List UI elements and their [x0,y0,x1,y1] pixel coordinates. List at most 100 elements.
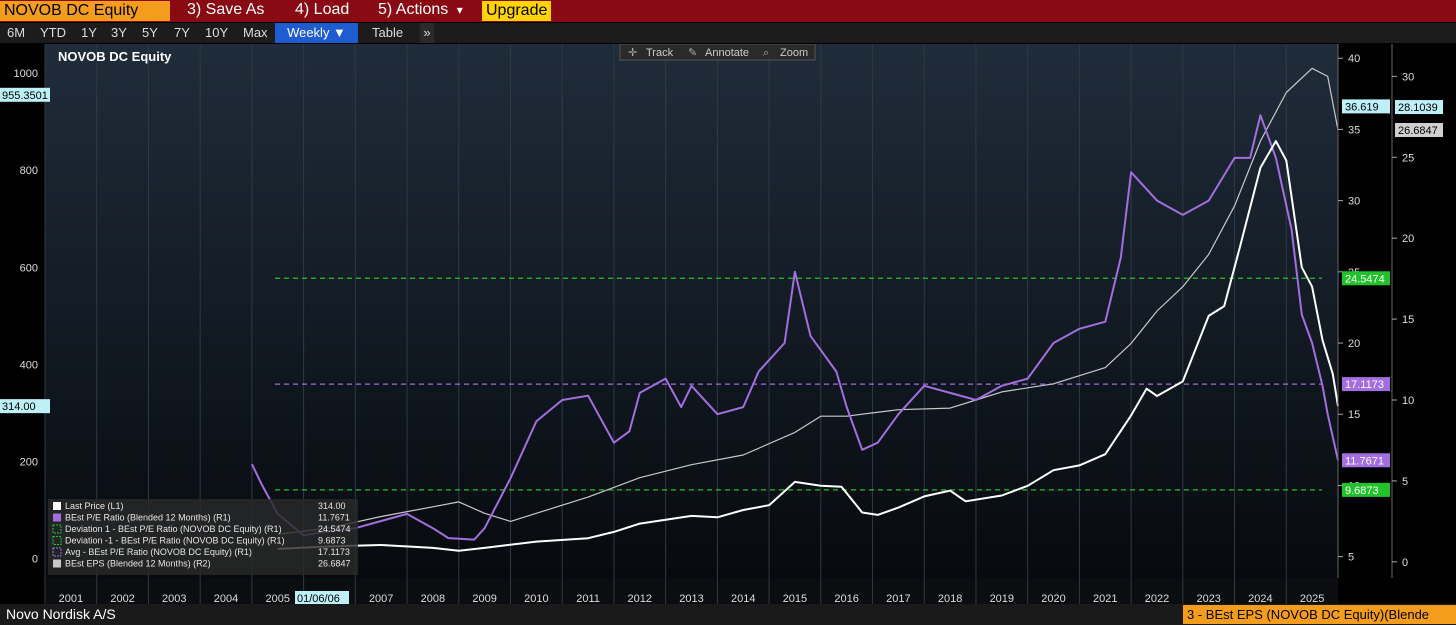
top-menu-bar: NOVOB DC Equity 3) Save As 4) Load 5) Ac… [0,0,1456,22]
x-tick-label: 2017 [886,593,910,604]
left-axis-tick-label: 1000 [14,68,38,80]
right-axis-1-tick-label: 35 [1348,124,1360,136]
upgrade-button[interactable]: Upgrade [482,1,552,21]
left-axis-marker-label: 314.00 [2,401,36,413]
series-note-tab[interactable]: 3 - BEst EPS (NOVOB DC Equity)(Blende [1183,605,1456,624]
legend-value: 24.5474 [318,524,351,534]
value-tag-label: 26.6847 [1398,125,1438,137]
value-tag [1342,99,1390,114]
value-tag [1395,123,1443,138]
series-line [250,114,1339,541]
pencil-icon: ✎ [688,47,697,59]
range-5y[interactable]: 5Y [142,25,158,40]
right-axis-1-tick-label: 30 [1348,196,1360,208]
zoom-label: Zoom [780,47,808,59]
value-tag-label: 36.619 [1345,101,1379,113]
range-max[interactable]: Max [243,25,268,40]
crosshair-icon: ✛ [628,47,637,59]
track-button[interactable]: ✛ Track [628,47,674,59]
x-tick-label: 2004 [214,593,238,604]
right-axis-1-tick-label: 5 [1348,552,1354,564]
right-axis-2-tick-label: 0 [1402,557,1408,569]
left-axis-tick-label: 600 [20,262,38,274]
right-axis-2-tick-label: 25 [1402,152,1414,164]
x-tick-label: 2023 [1196,593,1220,604]
more-button[interactable]: » [420,23,434,43]
company-name: Novo Nordisk A/S [6,606,116,622]
value-tag-label: 9.6873 [1345,485,1379,497]
x-tick-label: 2014 [731,593,755,604]
left-axis-tick-label: 400 [20,359,38,371]
x-tick-label: 2012 [628,593,652,604]
range-1y[interactable]: 1Y [81,25,97,40]
value-tag-label: 17.1173 [1345,379,1384,391]
legend-swatch [52,547,62,557]
range-ytd[interactable]: YTD [40,25,66,40]
right-axis-1-tick-label: 15 [1348,409,1360,421]
plot-background [45,44,1338,578]
frequency-dropdown[interactable]: Weekly ▼ [275,23,358,43]
x-tick-label: 2005 [265,593,289,604]
x-tick-label: 2003 [162,593,186,604]
chart-tools-bar [619,43,816,61]
left-axis-tick-label: 800 [20,165,38,177]
legend-box [48,499,358,575]
x-tick-label: 2018 [938,593,962,604]
annotate-label: Annotate [705,47,749,59]
load-button[interactable]: 4) Load [295,1,350,18]
range-6m[interactable]: 6M [7,25,26,40]
chart-title: NOVOB DC Equity [58,49,172,64]
value-tag-label: 28.1039 [1398,102,1438,114]
legend-swatch [52,536,62,545]
table-button[interactable]: Table [372,25,404,40]
left-axis-marker [0,399,50,414]
x-tick-label: 2020 [1041,593,1065,604]
legend-label: Deviation 1 - BEst P/E Ratio (NOVOB DC E… [65,524,282,534]
left-axis-tick-label: 0 [32,554,38,566]
series-line [277,140,1339,552]
save-as-button[interactable]: 3) Save As [187,1,265,18]
chart-tools: ✛ Track ✎ Annotate ⌕ Zoom [619,43,816,61]
legend-label: Deviation -1 - BEst P/E Ratio (NOVOB DC … [65,536,285,546]
left-axis-marker-label: 955.3501 [2,90,48,102]
left-axis-marker [0,87,50,102]
value-tag-label: 24.5474 [1345,273,1385,285]
chart-svg: 2001200220032004200520062007200820092010… [0,43,1443,605]
actions-button[interactable]: 5) Actions ▾ [378,0,463,22]
track-label: Track [646,47,674,59]
x-tick-label: 2025 [1300,593,1324,604]
x-tick-label: 2007 [369,593,393,604]
x-tick-label: 2011 [576,593,600,604]
legend-swatch [53,502,61,510]
cursor-date-label: 01/06/06 [297,593,340,604]
range-toolbar: 6M YTD 1Y 3Y 5Y 7Y 10Y Max Weekly ▼ Tabl… [0,23,1456,43]
x-tick-label: 2013 [679,593,703,604]
annotate-button[interactable]: ✎ Annotate [688,47,749,59]
legend-label: BEst EPS (Blended 12 Months) (R2) [65,559,211,569]
legend-value: 9.6873 [318,536,346,546]
left-axis-tick-label: 200 [20,456,38,468]
x-tick-label: 2009 [472,593,496,604]
x-tick-label: 2019 [990,593,1014,604]
legend: Last Price (L1) 314.00 BEst P/E Ratio (Ble… [48,499,358,575]
value-tag [1342,377,1390,392]
value-tag-label: 11.7671 [1345,455,1384,467]
x-tick-label: 2016 [834,593,858,604]
legend-value: 314.00 [318,501,346,511]
legend-value: 17.1173 [318,547,350,557]
range-3y[interactable]: 3Y [111,25,127,40]
right-axis-2-tick-label: 15 [1402,314,1414,326]
legend-label: Avg - BEst P/E Ratio (NOVOB DC Equity) (… [65,547,252,557]
x-tick-label: 2008 [421,593,445,604]
value-tag [1342,482,1390,497]
chart-area: 2001200220032004200520062007200820092010… [0,43,1456,605]
range-7y[interactable]: 7Y [174,25,190,40]
zoom-button[interactable]: ⌕ Zoom [763,47,808,59]
value-tag [1342,271,1390,286]
legend-value: 11.7671 [318,513,350,523]
right-axis-2-tick-label: 20 [1402,233,1414,245]
ticker-field[interactable]: NOVOB DC Equity [0,1,170,21]
x-axis-band [45,578,1338,604]
legend-label: Last Price (L1) [65,501,124,511]
range-10y[interactable]: 10Y [205,25,229,40]
